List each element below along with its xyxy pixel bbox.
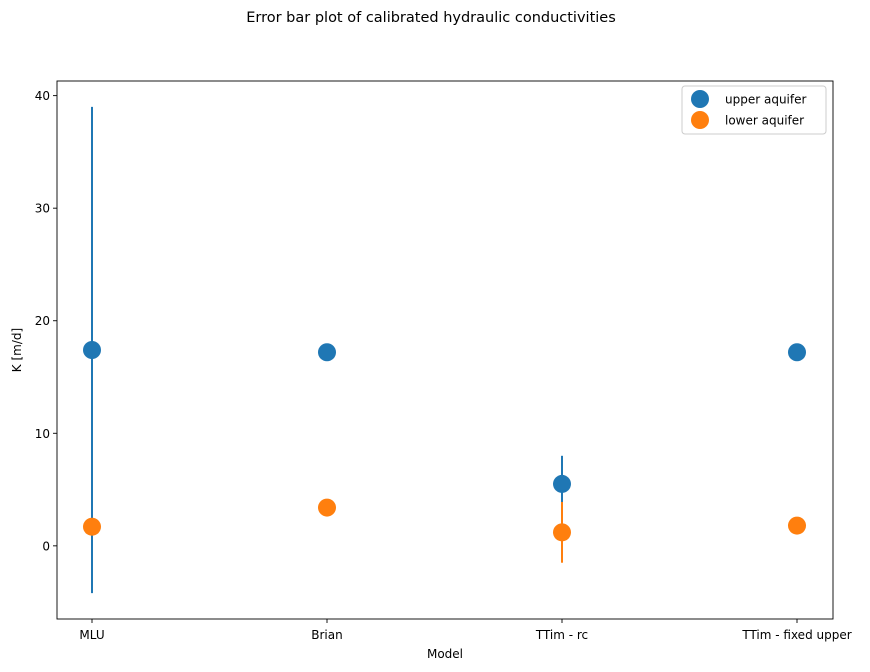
x-axis-title: Model [427,647,463,661]
y-tick-label: 40 [35,89,50,103]
chart-title: Error bar plot of calibrated hydraulic c… [246,10,616,26]
data-point [553,523,571,542]
data-point [788,343,806,362]
plot-area [57,81,833,619]
y-tick-label: 20 [35,314,50,328]
x-tick-label: TTim - rc [535,628,588,642]
y-tick-label: 30 [35,202,50,216]
data-point [318,343,336,362]
x-tick-label: MLU [79,628,104,642]
legend-marker-upper-aquifer [691,90,709,108]
legend-label-lower-aquifer: lower aquifer [725,114,804,128]
y-tick-label: 0 [42,539,50,553]
legend: upper aquifer lower aquifer [681,85,827,135]
data-points [83,341,806,542]
x-tick-label: Brian [311,628,342,642]
legend-marker-lower-aquifer [691,111,709,129]
y-axis-title: K [m/d] [10,328,24,372]
legend-box [681,85,827,135]
data-point [318,498,336,517]
x-tick-label: TTim - fixed upper [741,628,851,642]
y-axis-ticks: 0 10 20 30 40 [35,89,57,553]
data-point [83,517,101,536]
y-tick-label: 10 [35,427,50,441]
x-axis-ticks: MLU Brian TTim - rc TTim - fixed upper [79,619,852,642]
data-point [553,474,571,493]
data-point [83,341,101,359]
plot-frame [56,80,834,620]
data-point [788,516,806,535]
legend-label-upper-aquifer: upper aquifer [725,93,806,107]
